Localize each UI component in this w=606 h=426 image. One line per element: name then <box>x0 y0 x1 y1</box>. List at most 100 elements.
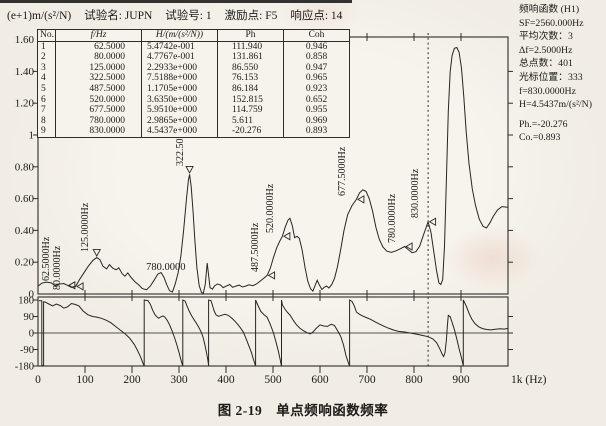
mag-y-tick-label: 1.20 <box>15 98 35 110</box>
y-axis-unit-label: (e+1)m/(s²/N) <box>7 10 72 22</box>
peak-marker-left-triangle-icon <box>357 195 365 204</box>
peak-frequency-label: 80.0000Hz <box>52 245 63 290</box>
table-row: 6 520.0000 3.6350e+000 152.815 0.652 <box>37 94 350 106</box>
column-header: Coh <box>283 29 350 42</box>
peak-marker-down-triangle-icon <box>92 249 102 257</box>
peak-frequency-label: 125.0000Hz <box>80 202 91 252</box>
table-cell: -20.276 <box>217 126 284 138</box>
table-cell: 114.759 <box>217 105 284 116</box>
table-cell: 0.969 <box>283 115 350 127</box>
column-header: Ph <box>217 29 284 42</box>
table-row: 3 125.0000 2.2933e+000 86.550 0.947 <box>37 62 350 74</box>
table-cell: 131.861 <box>217 52 284 63</box>
table-row: 8 780.0000 2.9865e+000 5.611 0.969 <box>37 115 350 127</box>
table-cell: 0.946 <box>283 41 350 53</box>
table-cell: 80.0000 <box>55 52 142 63</box>
table-cell: 0.652 <box>283 94 350 106</box>
measurement-readout-panel: 频响函数 (H1) SF=2560.000Hz 平均次数：3 Δf=2.5000Hz 总… <box>519 3 605 145</box>
table-cell: 5.611 <box>217 115 284 127</box>
table-cell: 1.1705e+000 <box>141 83 218 95</box>
table-cell: 0.858 <box>283 52 350 63</box>
table-cell: 0.955 <box>283 105 350 116</box>
scan-artifact <box>0 0 352 3</box>
table-cell: 2.2933e+000 <box>141 62 218 74</box>
table-cell: 5.4742e-001 <box>141 41 218 53</box>
stray-cursor-readout-label: 780.0000 <box>146 262 185 273</box>
column-header: f/Hz <box>55 29 142 42</box>
table-cell: 2 <box>37 52 56 63</box>
table-cell: 62.5000 <box>55 41 142 53</box>
header-line: (e+1)m/(s²/N) 试验名: JUPN 试验号: 1 激励点: F5 响应点: … <box>7 7 355 23</box>
table-cell: 86.184 <box>217 83 284 95</box>
peak-frequency-label: 520.0000Hz <box>265 183 276 233</box>
table-cell: 86.550 <box>217 62 284 74</box>
peak-marker-left-triangle-icon <box>428 217 437 227</box>
readout-item: SF=2560.000Hz <box>519 17 584 29</box>
phase-y-tick-label: 180 <box>18 296 34 307</box>
table-row: 1 62.5000 5.4742e-001 111.940 0.946 <box>37 41 350 53</box>
table-cell: 830.0000 <box>55 126 142 138</box>
x-axis-tick-label: 400 <box>217 374 235 386</box>
readout-item: f=830.0000Hz <box>519 85 576 97</box>
mag-y-tick-label: 0.80 <box>15 161 35 173</box>
phase-y-tick-label: -180 <box>15 362 34 373</box>
table-cell: 111.940 <box>217 41 284 53</box>
table-cell: 76.153 <box>217 73 284 84</box>
peak-frequency-label: 830.0000Hz <box>410 168 421 218</box>
peak-table: No. f/Hz H/(m/(s²/N)) Ph Coh 1 62.5000 5.4742e… <box>37 29 350 138</box>
table-cell: 520.0000 <box>55 94 142 106</box>
table-cell: 2.9865e+000 <box>141 115 218 127</box>
table-cell: 0.947 <box>283 62 350 74</box>
mag-y-tick-label: 1.40 <box>15 66 35 78</box>
phase-y-tick-label: 90 <box>24 312 35 323</box>
table-row: 9 830.0000 4.5437e+000 -20.276 0.893 <box>37 126 350 138</box>
peak-marker-left-triangle-icon <box>267 271 276 280</box>
x-axis-tick-label: 900 <box>452 374 470 386</box>
peak-marker-left-triangle-icon <box>67 281 76 290</box>
x-axis-tick-label: 300 <box>170 374 188 386</box>
readout-item: Ph.=-20.276 <box>519 118 568 130</box>
table-cell: 780.0000 <box>55 115 142 127</box>
figure-caption: 图 2-19 单点频响函数频率 <box>217 403 389 418</box>
readout-item: 光标位置：333 <box>519 71 583 83</box>
table-cell: 1 <box>37 41 56 53</box>
readout-item: 频响函数 (H1) <box>519 4 580 15</box>
table-row: 7 677.5000 5.9510e+000 114.759 0.955 <box>37 105 350 116</box>
table-row: 5 487.5000 1.1705e+000 86.184 0.923 <box>37 83 350 95</box>
header-field: 激励点: F5 <box>224 10 278 22</box>
header-field: 试验名: JUPN <box>84 10 153 22</box>
header-field: 响应点: 14 <box>290 10 343 22</box>
column-header: H/(m/(s²/N)) <box>141 29 218 42</box>
table-cell: 0.893 <box>283 126 350 138</box>
table-cell: 4 <box>37 73 56 84</box>
mag-y-tick-label: 1 <box>29 130 35 142</box>
table-cell: 8 <box>37 115 56 127</box>
table-cell: 3 <box>37 62 56 74</box>
peak-table-header: No. f/Hz H/(m/(s²/N)) Ph Coh <box>37 29 350 42</box>
table-cell: 9 <box>37 126 56 138</box>
magnitude-curve <box>37 46 509 294</box>
column-header: No. <box>37 29 56 42</box>
x-axis-tick-label: 800 <box>405 374 423 386</box>
table-cell: 125.0000 <box>55 62 142 74</box>
peak-frequency-label: 62.5000Hz <box>41 236 52 281</box>
mag-y-tick-label: 0.60 <box>15 193 35 205</box>
table-cell: 5 <box>37 83 56 95</box>
peak-table-body: 1 62.5000 5.4742e-001 111.940 0.946 2 80.0000 4… <box>37 41 350 138</box>
mag-y-tick-label: 0 <box>29 289 35 301</box>
readout-item: 平均次数：3 <box>519 31 573 43</box>
table-cell: 7 <box>37 105 56 116</box>
x-axis-tick-label: 500 <box>264 374 282 386</box>
mag-y-tick-label: 0.40 <box>15 225 35 237</box>
table-cell: 5.9510e+000 <box>141 105 218 116</box>
x-axis-tick-label: 600 <box>311 374 329 386</box>
table-cell: 322.5000 <box>55 73 142 84</box>
table-cell: 4.5437e+000 <box>141 126 218 138</box>
readout-item: Co.=0.893 <box>519 132 561 144</box>
table-cell: 0.965 <box>283 73 350 84</box>
peak-frequency-label: 677.5000Hz <box>337 146 348 196</box>
table-cell: 152.815 <box>217 94 284 106</box>
table-cell: 3.6350e+000 <box>141 94 218 106</box>
peak-marker-down-triangle-icon <box>185 165 194 174</box>
x-axis-tick-label: 0 <box>35 374 41 386</box>
